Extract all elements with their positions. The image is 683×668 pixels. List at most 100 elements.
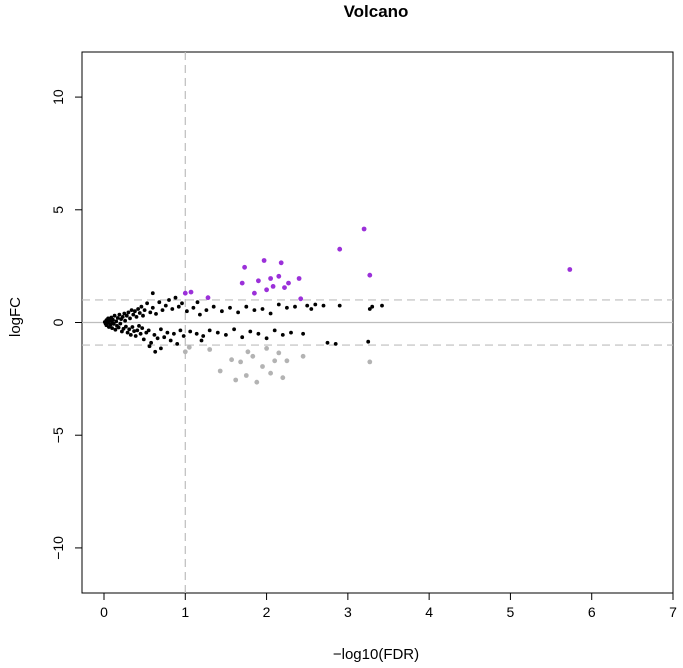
point-ns	[162, 335, 167, 340]
point-ns	[129, 308, 134, 312]
point-ns	[176, 304, 181, 309]
point-down	[217, 368, 223, 374]
point-ns	[280, 333, 285, 337]
point-ns	[370, 304, 375, 309]
point-ns	[127, 327, 132, 332]
point-ns	[141, 337, 146, 342]
point-up	[298, 296, 304, 302]
point-ns	[159, 327, 163, 332]
point-ns	[121, 326, 126, 331]
point-ns	[154, 312, 158, 316]
point-ns	[204, 308, 209, 312]
point-ns	[199, 338, 204, 343]
point-ns	[150, 305, 155, 310]
point-ns	[188, 329, 193, 334]
point-up	[205, 295, 211, 301]
point-ns	[268, 311, 273, 316]
point-ns	[276, 302, 281, 307]
point-down	[233, 377, 239, 383]
y-tick-label: −10	[50, 536, 66, 560]
point-ns	[128, 333, 133, 337]
point-ns	[252, 308, 257, 312]
point-ns	[236, 310, 241, 315]
point-ns	[232, 327, 237, 332]
point-down	[182, 349, 188, 355]
point-down	[284, 358, 290, 364]
point-ns	[380, 303, 384, 308]
point-ns	[152, 333, 157, 337]
point-ns	[123, 318, 127, 323]
point-ns	[211, 304, 216, 309]
point-ns	[146, 328, 151, 333]
point-up	[276, 273, 282, 279]
point-down	[367, 359, 373, 365]
point-ns	[165, 330, 170, 335]
point-down	[245, 349, 251, 355]
point-up	[361, 226, 367, 232]
point-down	[260, 364, 265, 369]
point-ns	[198, 312, 202, 317]
point-ns	[293, 304, 297, 309]
point-down	[300, 353, 306, 359]
point-ns	[115, 316, 120, 320]
point-up	[252, 290, 257, 296]
point-ns	[153, 349, 158, 354]
point-ns	[170, 307, 175, 311]
point-ns	[145, 301, 150, 306]
point-ns	[325, 340, 330, 345]
point-ns	[367, 307, 372, 311]
reference-lines	[82, 52, 673, 593]
point-ns	[148, 310, 153, 315]
point-down	[250, 353, 256, 359]
point-ns	[132, 329, 137, 333]
point-ns	[140, 326, 145, 330]
point-ns	[144, 330, 149, 335]
point-ns	[137, 324, 141, 328]
point-ns	[116, 325, 121, 330]
point-ns	[141, 313, 145, 318]
point-up	[296, 276, 302, 281]
point-ns	[333, 342, 338, 346]
point-down	[264, 346, 269, 351]
point-up	[242, 264, 248, 270]
point-up	[282, 285, 287, 290]
point-ns	[110, 326, 114, 330]
point-up	[268, 276, 273, 281]
point-up	[264, 287, 269, 293]
point-ns	[248, 329, 253, 334]
x-tick-label: 1	[181, 604, 189, 620]
point-ns	[224, 333, 228, 337]
x-tick-label: 7	[669, 604, 677, 620]
point-ns	[191, 305, 196, 310]
point-down	[254, 379, 260, 385]
point-ns	[215, 330, 220, 335]
point-ns	[111, 322, 116, 326]
chart-title: Volcano	[344, 2, 409, 21]
point-ns	[134, 315, 139, 319]
point-ns	[172, 331, 176, 336]
point-ns	[155, 336, 160, 341]
point-ns	[168, 338, 173, 343]
point-up	[286, 280, 291, 286]
point-ns	[131, 312, 136, 317]
point-ns	[167, 298, 171, 302]
point-down	[272, 358, 278, 364]
point-down	[268, 370, 273, 376]
point-ns	[305, 303, 310, 308]
point-ns	[185, 309, 189, 314]
point-ns	[120, 315, 125, 319]
point-ns	[313, 302, 318, 307]
x-tick-label: 4	[425, 604, 433, 620]
point-ns	[136, 307, 141, 311]
point-up	[182, 290, 188, 296]
point-down	[186, 344, 192, 350]
point-ns	[337, 303, 342, 308]
point-up	[270, 284, 276, 289]
point-down	[276, 350, 282, 356]
point-down	[243, 373, 249, 378]
point-up	[188, 289, 194, 295]
point-ns	[321, 303, 326, 308]
point-ns	[160, 308, 165, 312]
point-down	[229, 357, 235, 363]
